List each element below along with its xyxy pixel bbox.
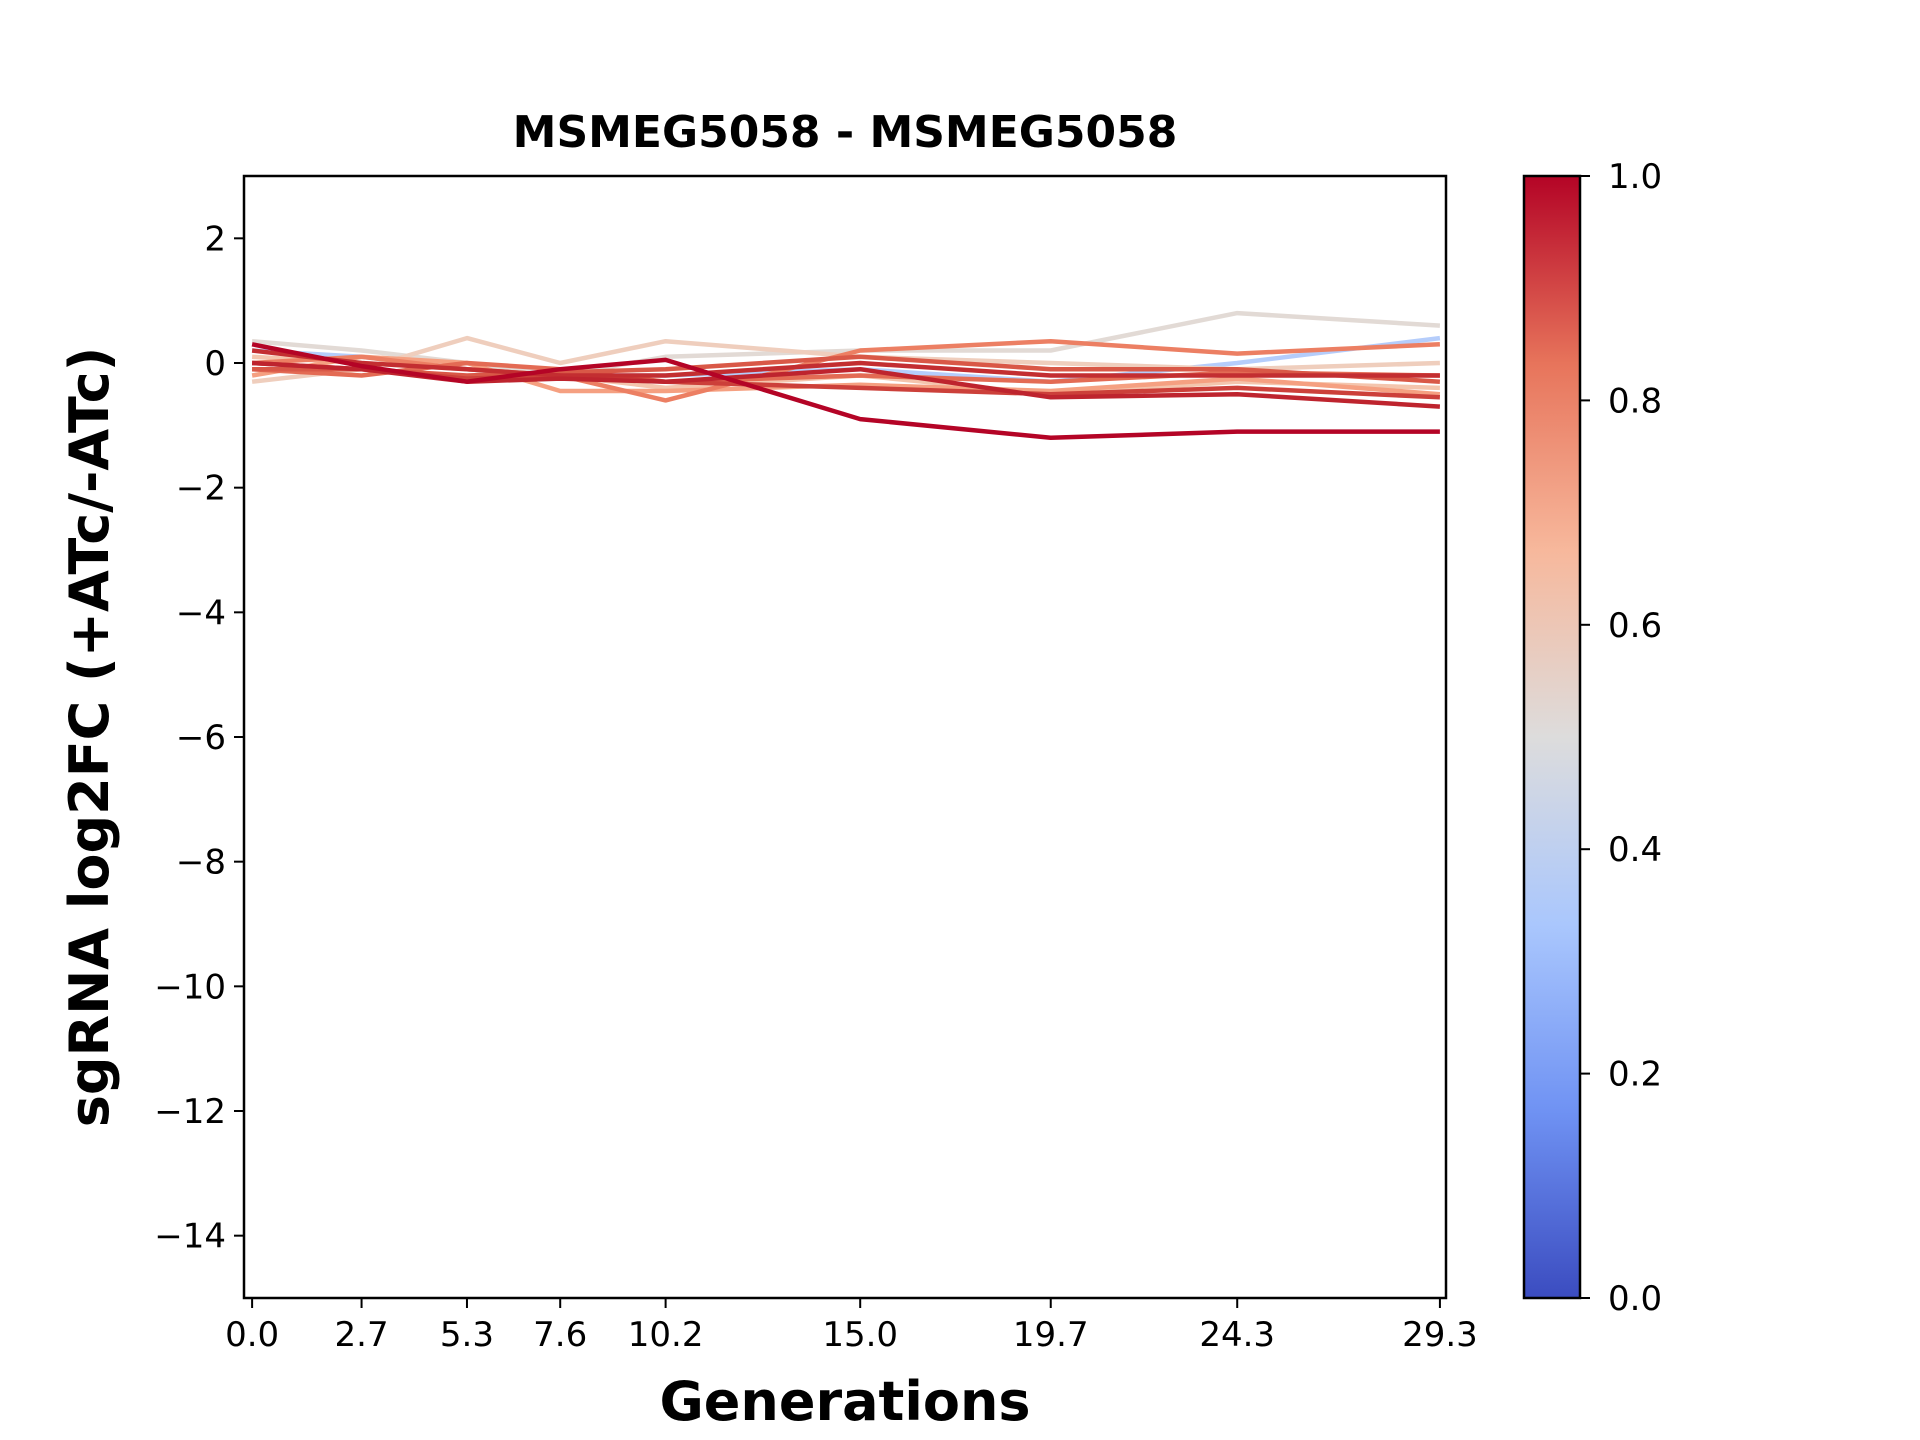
y-tick-label: −14 xyxy=(154,1217,226,1257)
y-tick-label: −8 xyxy=(176,843,226,883)
colorbar-tick-label: 1.0 xyxy=(1608,157,1662,197)
series-line-10 xyxy=(251,348,1440,378)
x-tick-label: 24.3 xyxy=(1199,1315,1275,1355)
colorbar-tick-label: 0.4 xyxy=(1608,830,1662,870)
plot-area xyxy=(242,174,1448,1300)
y-tick-label: −2 xyxy=(176,469,226,509)
y-tick-label: 0 xyxy=(204,344,226,384)
x-tick-label: 19.7 xyxy=(1013,1315,1089,1355)
colorbar-tick-label: 0.6 xyxy=(1608,606,1662,646)
colorbar-ticks: 0.0 0.2 0.4 0.6 0.8 1.0 xyxy=(1580,157,1662,1319)
x-tick-label: 5.3 xyxy=(440,1315,494,1355)
y-tick-label: −6 xyxy=(176,718,226,758)
y-tick-label: −12 xyxy=(154,1092,226,1132)
x-tick-label: 0.0 xyxy=(225,1315,279,1355)
x-tick-label: 7.6 xyxy=(533,1315,587,1355)
series-line-12 xyxy=(251,342,1440,441)
y-tick-label: −10 xyxy=(154,967,226,1007)
chart-title: MSMEG5058 - MSMEG5058 xyxy=(513,107,1178,158)
x-tick-label: 10.2 xyxy=(628,1315,704,1355)
y-axis-label: sgRNA log2FC (+ATc/-ATc) xyxy=(58,347,121,1128)
x-axis-ticks: 0.0 2.7 5.3 7.6 10.2 15.0 19.7 24.3 29.3 xyxy=(225,1298,1478,1355)
y-axis-ticks: 2 0 −2 −4 −6 −8 −10 −12 −14 xyxy=(154,219,244,1257)
series-layer xyxy=(251,310,1441,441)
series-line-2 xyxy=(251,310,1441,378)
x-tick-label: 29.3 xyxy=(1402,1315,1478,1355)
colorbar-tick-label: 0.0 xyxy=(1608,1279,1662,1319)
y-tick-label: 2 xyxy=(204,219,226,259)
plot-frame xyxy=(242,174,1448,1300)
colorbar-tick-label: 0.8 xyxy=(1608,381,1662,421)
series-line-6 xyxy=(251,338,1441,403)
x-tick-label: 2.7 xyxy=(335,1315,389,1355)
colorbar: 0.0 0.2 0.4 0.6 0.8 1.0 xyxy=(1522,157,1662,1319)
colorbar-gradient xyxy=(1522,174,1582,1300)
colorbar-tick-label: 0.2 xyxy=(1608,1055,1662,1095)
x-tick-label: 15.0 xyxy=(822,1315,898,1355)
x-axis-label: Generations xyxy=(659,1370,1030,1433)
y-tick-label: −4 xyxy=(176,593,226,633)
